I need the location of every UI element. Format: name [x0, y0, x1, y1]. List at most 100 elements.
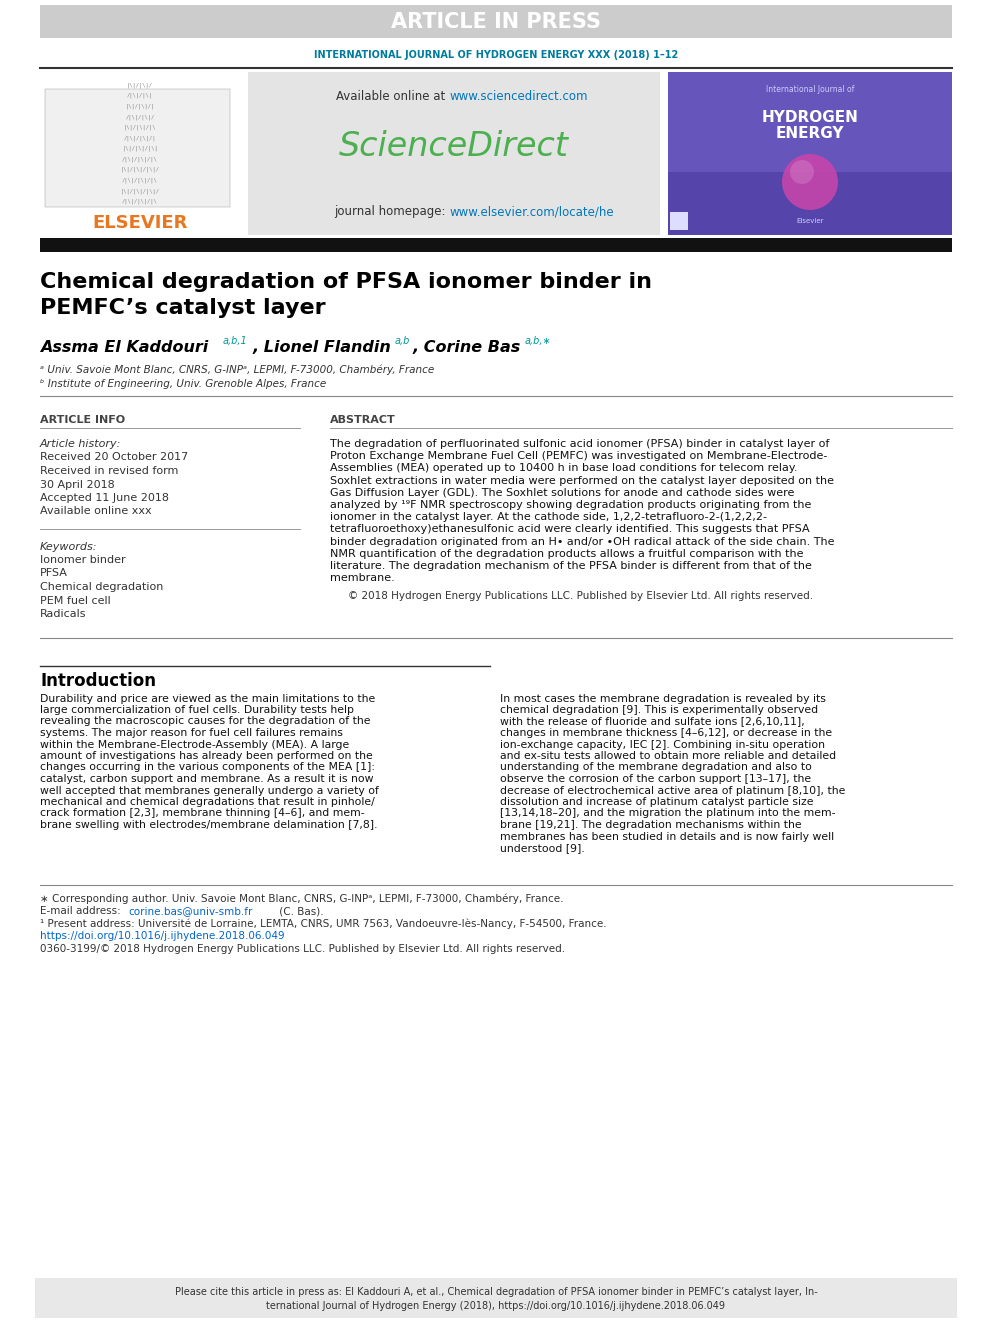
Text: Keywords:: Keywords: — [40, 541, 97, 552]
Text: Soxhlet extractions in water media were performed on the catalyst layer deposite: Soxhlet extractions in water media were … — [330, 475, 834, 486]
Text: |\|/|\|/|\|/: |\|/|\|/|\|/ — [120, 167, 160, 172]
Bar — [45, 89, 230, 206]
Text: literature. The degradation mechanism of the PFSA binder is different from that : literature. The degradation mechanism of… — [330, 561, 811, 572]
Text: (C. Bas).: (C. Bas). — [276, 906, 323, 916]
Text: ion-exchange capacity, IEC [2]. Combining in-situ operation: ion-exchange capacity, IEC [2]. Combinin… — [500, 740, 825, 750]
Text: Available online xxx: Available online xxx — [40, 507, 152, 516]
Text: |\|/|\|/|: |\|/|\|/| — [125, 103, 155, 108]
Text: PEMFC’s catalyst layer: PEMFC’s catalyst layer — [40, 298, 325, 318]
Text: Durability and price are viewed as the main limitations to the: Durability and price are viewed as the m… — [40, 693, 375, 704]
Text: Gas Diffusion Layer (GDL). The Soxhlet solutions for anode and cathode sides wer: Gas Diffusion Layer (GDL). The Soxhlet s… — [330, 488, 795, 497]
Text: a,b,1: a,b,1 — [223, 336, 248, 347]
Text: /|\|/|\|/|\: /|\|/|\|/|\ — [122, 198, 158, 204]
Text: www.elsevier.com/locate/he: www.elsevier.com/locate/he — [450, 205, 615, 218]
Bar — [35, 1278, 957, 1318]
Text: , Corine Bas: , Corine Bas — [413, 340, 521, 356]
Text: International Journal of: International Journal of — [766, 86, 854, 94]
Bar — [40, 82, 235, 216]
Text: Chemical degradation: Chemical degradation — [40, 582, 164, 591]
Text: large commercialization of fuel cells. Durability tests help: large commercialization of fuel cells. D… — [40, 705, 354, 714]
Bar — [670, 212, 688, 230]
Text: observe the corrosion of the carbon support [13–17], the: observe the corrosion of the carbon supp… — [500, 774, 811, 785]
Text: ENERGY: ENERGY — [776, 127, 844, 142]
Text: The degradation of perfluorinated sulfonic acid ionomer (PFSA) binder in catalys: The degradation of perfluorinated sulfon… — [330, 439, 829, 448]
Circle shape — [790, 160, 814, 184]
Text: with the release of fluoride and sulfate ions [2,6,10,11],: with the release of fluoride and sulfate… — [500, 717, 805, 726]
Text: Available online at: Available online at — [336, 90, 449, 103]
Text: Received 20 October 2017: Received 20 October 2017 — [40, 452, 188, 463]
Bar — [668, 71, 952, 235]
Text: changes in membrane thickness [4–6,12], or decrease in the: changes in membrane thickness [4–6,12], … — [500, 728, 832, 738]
Text: systems. The major reason for fuel cell failures remains: systems. The major reason for fuel cell … — [40, 728, 343, 738]
Text: |\|/|\|/|\|/: |\|/|\|/|\|/ — [120, 188, 160, 193]
Text: |\|/|\|/|\|: |\|/|\|/|\| — [122, 146, 158, 151]
Text: mechanical and chemical degradations that result in pinhole/: mechanical and chemical degradations tha… — [40, 796, 375, 807]
Text: Radicals: Radicals — [40, 609, 86, 619]
Text: binder degradation originated from an H• and/or •OH radical attack of the side c: binder degradation originated from an H•… — [330, 537, 834, 546]
Bar — [248, 71, 660, 235]
Text: https://doi.org/10.1016/j.ijhydene.2018.06.049: https://doi.org/10.1016/j.ijhydene.2018.… — [40, 931, 285, 941]
Text: /|\|/|\|/: /|\|/|\|/ — [125, 114, 155, 119]
Text: ∗ Corresponding author. Univ. Savoie Mont Blanc, CNRS, G-INPᵃ, LEPMI, F-73000, C: ∗ Corresponding author. Univ. Savoie Mon… — [40, 893, 563, 904]
Circle shape — [782, 153, 838, 210]
Text: ARTICLE IN PRESS: ARTICLE IN PRESS — [391, 12, 601, 32]
Text: © 2018 Hydrogen Energy Publications LLC. Published by Elsevier Ltd. All rights r: © 2018 Hydrogen Energy Publications LLC.… — [348, 591, 813, 602]
Text: corine.bas@univ-smb.fr: corine.bas@univ-smb.fr — [128, 906, 252, 916]
Text: Elsevier: Elsevier — [797, 218, 823, 224]
Text: Received in revised form: Received in revised form — [40, 466, 179, 476]
Bar — [40, 238, 952, 251]
Text: ¹ Present address: Université de Lorraine, LEMTA, CNRS, UMR 7563, Vandoeuvre-lès: ¹ Present address: Université de Lorrain… — [40, 918, 607, 929]
Text: changes occurring in the various components of the MEA [1]:: changes occurring in the various compone… — [40, 762, 375, 773]
Text: ᵃ Univ. Savoie Mont Blanc, CNRS, G-INPᵃ, LEPMI, F-73000, Chambéry, France: ᵃ Univ. Savoie Mont Blanc, CNRS, G-INPᵃ,… — [40, 365, 434, 376]
Text: brane [19,21]. The degradation mechanisms within the: brane [19,21]. The degradation mechanism… — [500, 820, 802, 830]
Text: Assemblies (MEA) operated up to 10400 h in base load conditions for telecom rela: Assemblies (MEA) operated up to 10400 h … — [330, 463, 798, 474]
Text: tetrafluoroethoxy)ethanesulfonic acid were clearly identified. This suggests tha: tetrafluoroethoxy)ethanesulfonic acid we… — [330, 524, 809, 534]
Text: revealing the macroscopic causes for the degradation of the: revealing the macroscopic causes for the… — [40, 717, 370, 726]
Text: NMR quantification of the degradation products allows a fruitful comparison with: NMR quantification of the degradation pr… — [330, 549, 804, 558]
Text: PEM fuel cell: PEM fuel cell — [40, 595, 111, 606]
Text: ᵇ Institute of Engineering, Univ. Grenoble Alpes, France: ᵇ Institute of Engineering, Univ. Grenob… — [40, 378, 326, 389]
Text: understanding of the membrane degradation and also to: understanding of the membrane degradatio… — [500, 762, 811, 773]
Text: amount of investigations has already been performed on the: amount of investigations has already bee… — [40, 751, 373, 761]
Text: a,b,∗: a,b,∗ — [525, 336, 552, 347]
Text: Assma El Kaddouri: Assma El Kaddouri — [40, 340, 208, 356]
Text: analyzed by ¹⁹F NMR spectroscopy showing degradation products originating from t: analyzed by ¹⁹F NMR spectroscopy showing… — [330, 500, 811, 509]
Text: Accepted 11 June 2018: Accepted 11 June 2018 — [40, 493, 169, 503]
Text: 30 April 2018: 30 April 2018 — [40, 479, 115, 490]
Text: Article history:: Article history: — [40, 439, 121, 448]
Text: Please cite this article in press as: El Kaddouri A, et al., Chemical degradatio: Please cite this article in press as: El… — [175, 1287, 817, 1297]
Text: brane swelling with electrodes/membrane delamination [7,8].: brane swelling with electrodes/membrane … — [40, 820, 378, 830]
Text: understood [9].: understood [9]. — [500, 843, 584, 853]
Text: ionomer in the catalyst layer. At the cathode side, 1,2,2-tetrafluoro-2-(1,2,2,2: ionomer in the catalyst layer. At the ca… — [330, 512, 767, 523]
Text: journal homepage:: journal homepage: — [333, 205, 449, 218]
Text: catalyst, carbon support and membrane. As a result it is now: catalyst, carbon support and membrane. A… — [40, 774, 374, 785]
Text: well accepted that membranes generally undergo a variety of: well accepted that membranes generally u… — [40, 786, 379, 795]
Text: Proton Exchange Membrane Fuel Cell (PEMFC) was investigated on Membrane-Electrod: Proton Exchange Membrane Fuel Cell (PEMF… — [330, 451, 827, 462]
Text: INTERNATIONAL JOURNAL OF HYDROGEN ENERGY XXX (2018) 1–12: INTERNATIONAL JOURNAL OF HYDROGEN ENERGY… — [313, 50, 679, 60]
Text: /|\|/|\|/|\: /|\|/|\|/|\ — [122, 177, 158, 183]
Text: Ionomer binder: Ionomer binder — [40, 556, 126, 565]
Text: /|\|/|\|/|\: /|\|/|\|/|\ — [122, 156, 158, 161]
Text: ABSTRACT: ABSTRACT — [330, 415, 396, 425]
Text: www.sciencedirect.com: www.sciencedirect.com — [450, 90, 588, 103]
Text: Chemical degradation of PFSA ionomer binder in: Chemical degradation of PFSA ionomer bin… — [40, 273, 652, 292]
Text: chemical degradation [9]. This is experimentally observed: chemical degradation [9]. This is experi… — [500, 705, 818, 714]
Text: membranes has been studied in details and is now fairly well: membranes has been studied in details an… — [500, 831, 834, 841]
Text: within the Membrane-Electrode-Assembly (MEA). A large: within the Membrane-Electrode-Assembly (… — [40, 740, 349, 750]
Text: 0360-3199/© 2018 Hydrogen Energy Publications LLC. Published by Elsevier Ltd. Al: 0360-3199/© 2018 Hydrogen Energy Publica… — [40, 943, 565, 954]
Bar — [668, 71, 952, 172]
Text: ELSEVIER: ELSEVIER — [92, 214, 187, 232]
Text: a,b: a,b — [395, 336, 411, 347]
Text: dissolution and increase of platinum catalyst particle size: dissolution and increase of platinum cat… — [500, 796, 813, 807]
Text: /|\|/|\|: /|\|/|\| — [127, 93, 153, 98]
Text: |\|/|\|/|\: |\|/|\|/|\ — [124, 124, 157, 130]
Text: ARTICLE INFO: ARTICLE INFO — [40, 415, 125, 425]
Text: decrease of electrochemical active area of platinum [8,10], the: decrease of electrochemical active area … — [500, 786, 845, 795]
Text: E-mail address:: E-mail address: — [40, 906, 124, 916]
Text: Introduction: Introduction — [40, 672, 156, 689]
Text: and ex-situ tests allowed to obtain more reliable and detailed: and ex-situ tests allowed to obtain more… — [500, 751, 836, 761]
Text: ScienceDirect: ScienceDirect — [339, 131, 569, 164]
Text: crack formation [2,3], membrane thinning [4–6], and mem-: crack formation [2,3], membrane thinning… — [40, 808, 365, 819]
Text: [13,14,18–20], and the migration the platinum into the mem-: [13,14,18–20], and the migration the pla… — [500, 808, 835, 819]
Text: HYDROGEN: HYDROGEN — [762, 110, 858, 124]
